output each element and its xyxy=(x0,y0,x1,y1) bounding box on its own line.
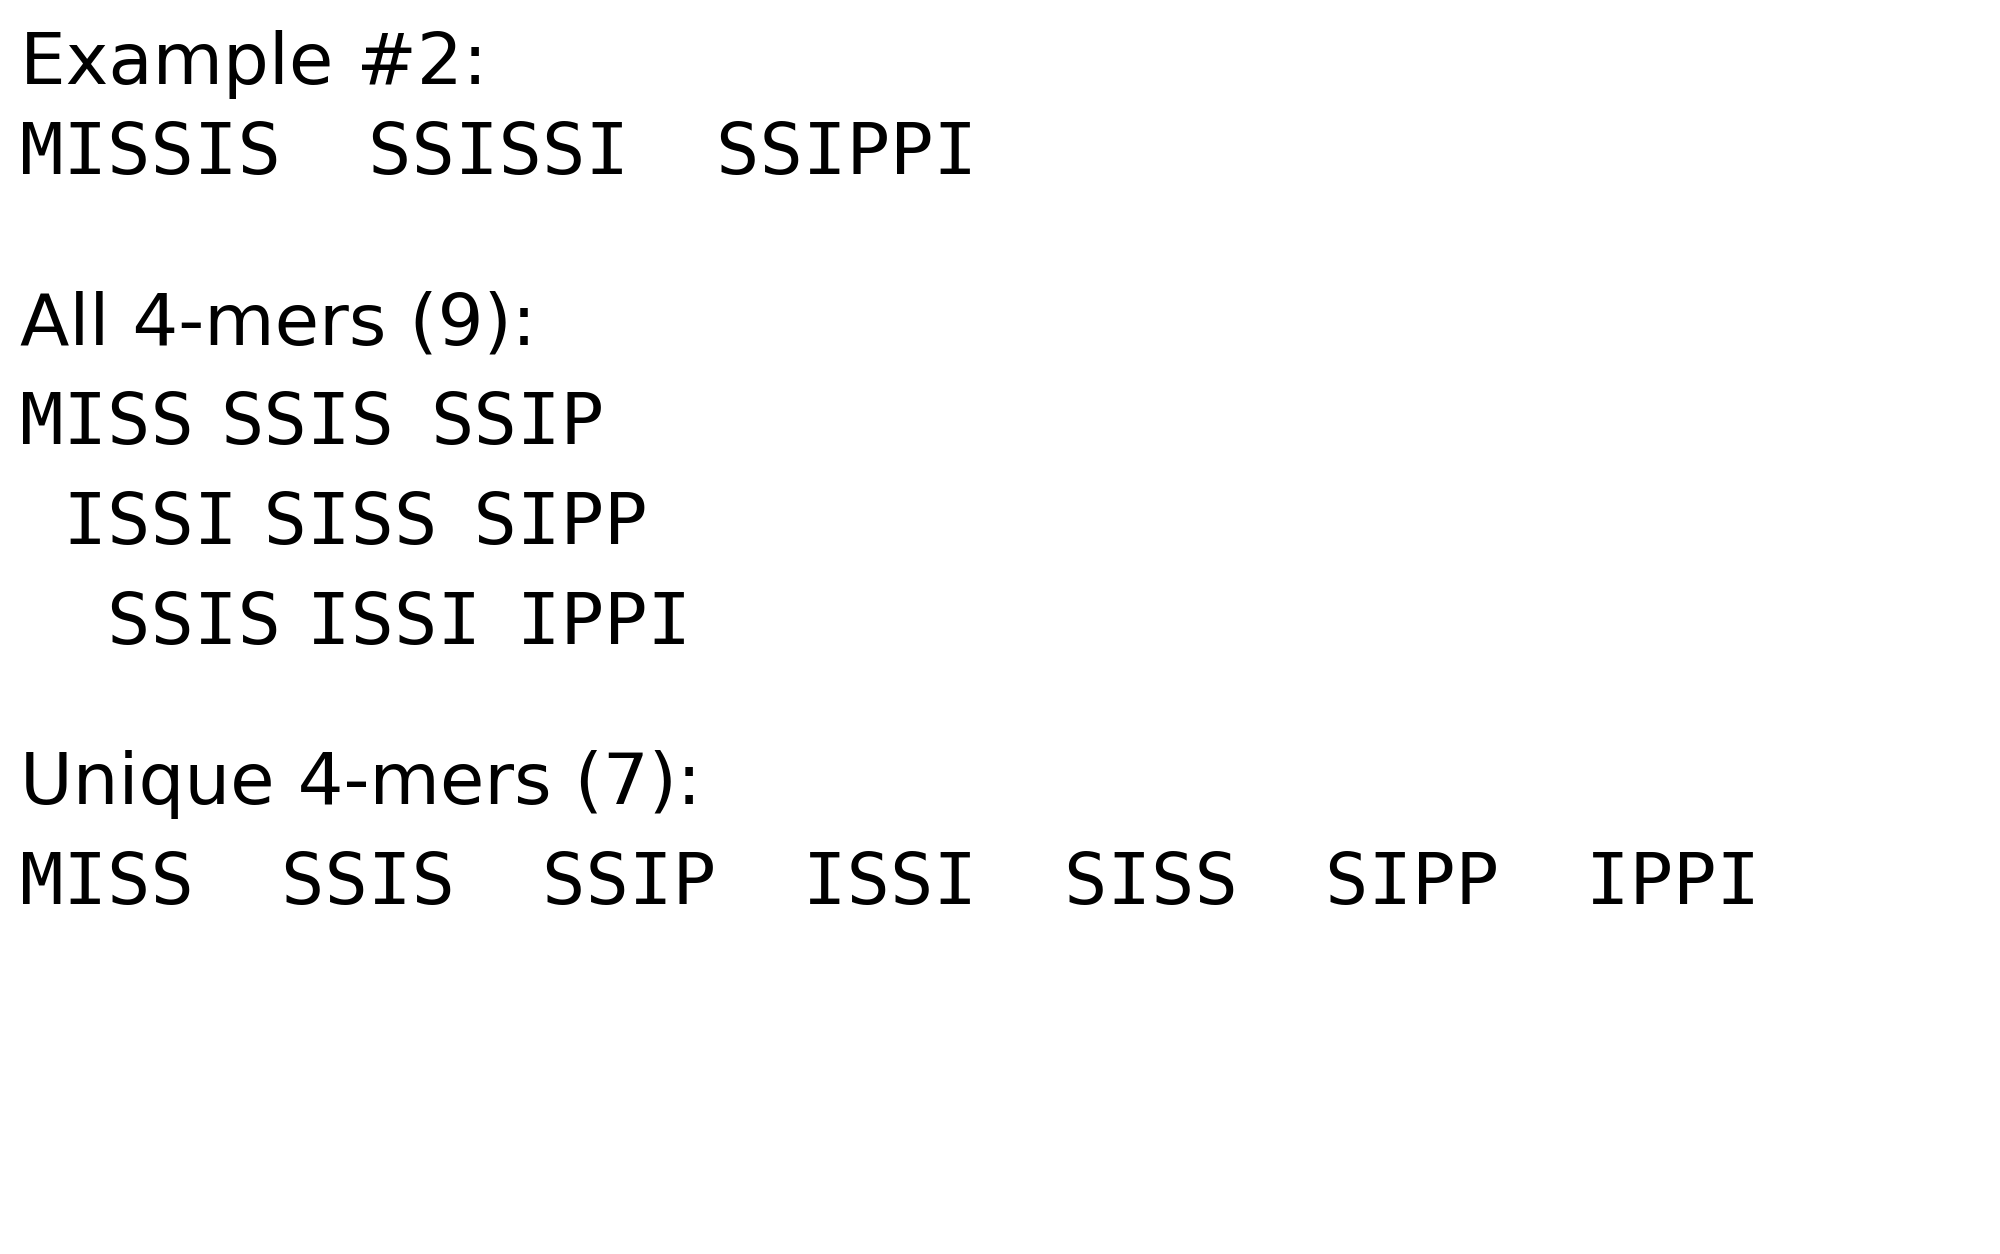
Text: All 4-mers (9):: All 4-mers (9): xyxy=(20,290,536,359)
Text: SSIS: SSIS xyxy=(220,390,394,459)
Text: IPPI: IPPI xyxy=(430,589,692,660)
Text: MISSIS  SSISSI  SSIPPI: MISSIS SSISSI SSIPPI xyxy=(20,120,976,189)
Text: SSIS: SSIS xyxy=(20,589,280,660)
Text: ISSI: ISSI xyxy=(20,490,238,559)
Text: MISS  SSIS  SSIP  ISSI  SISS  SIPP  IPPI: MISS SSIS SSIP ISSI SISS SIPP IPPI xyxy=(20,850,1760,919)
Text: ISSI: ISSI xyxy=(220,589,480,660)
Text: SISS: SISS xyxy=(220,490,438,559)
Text: SSIP: SSIP xyxy=(430,390,604,459)
Text: Unique 4-mers (7):: Unique 4-mers (7): xyxy=(20,750,702,819)
Text: SIPP: SIPP xyxy=(430,490,648,559)
Text: Example #2:: Example #2: xyxy=(20,30,488,99)
Text: MISS: MISS xyxy=(20,390,194,459)
